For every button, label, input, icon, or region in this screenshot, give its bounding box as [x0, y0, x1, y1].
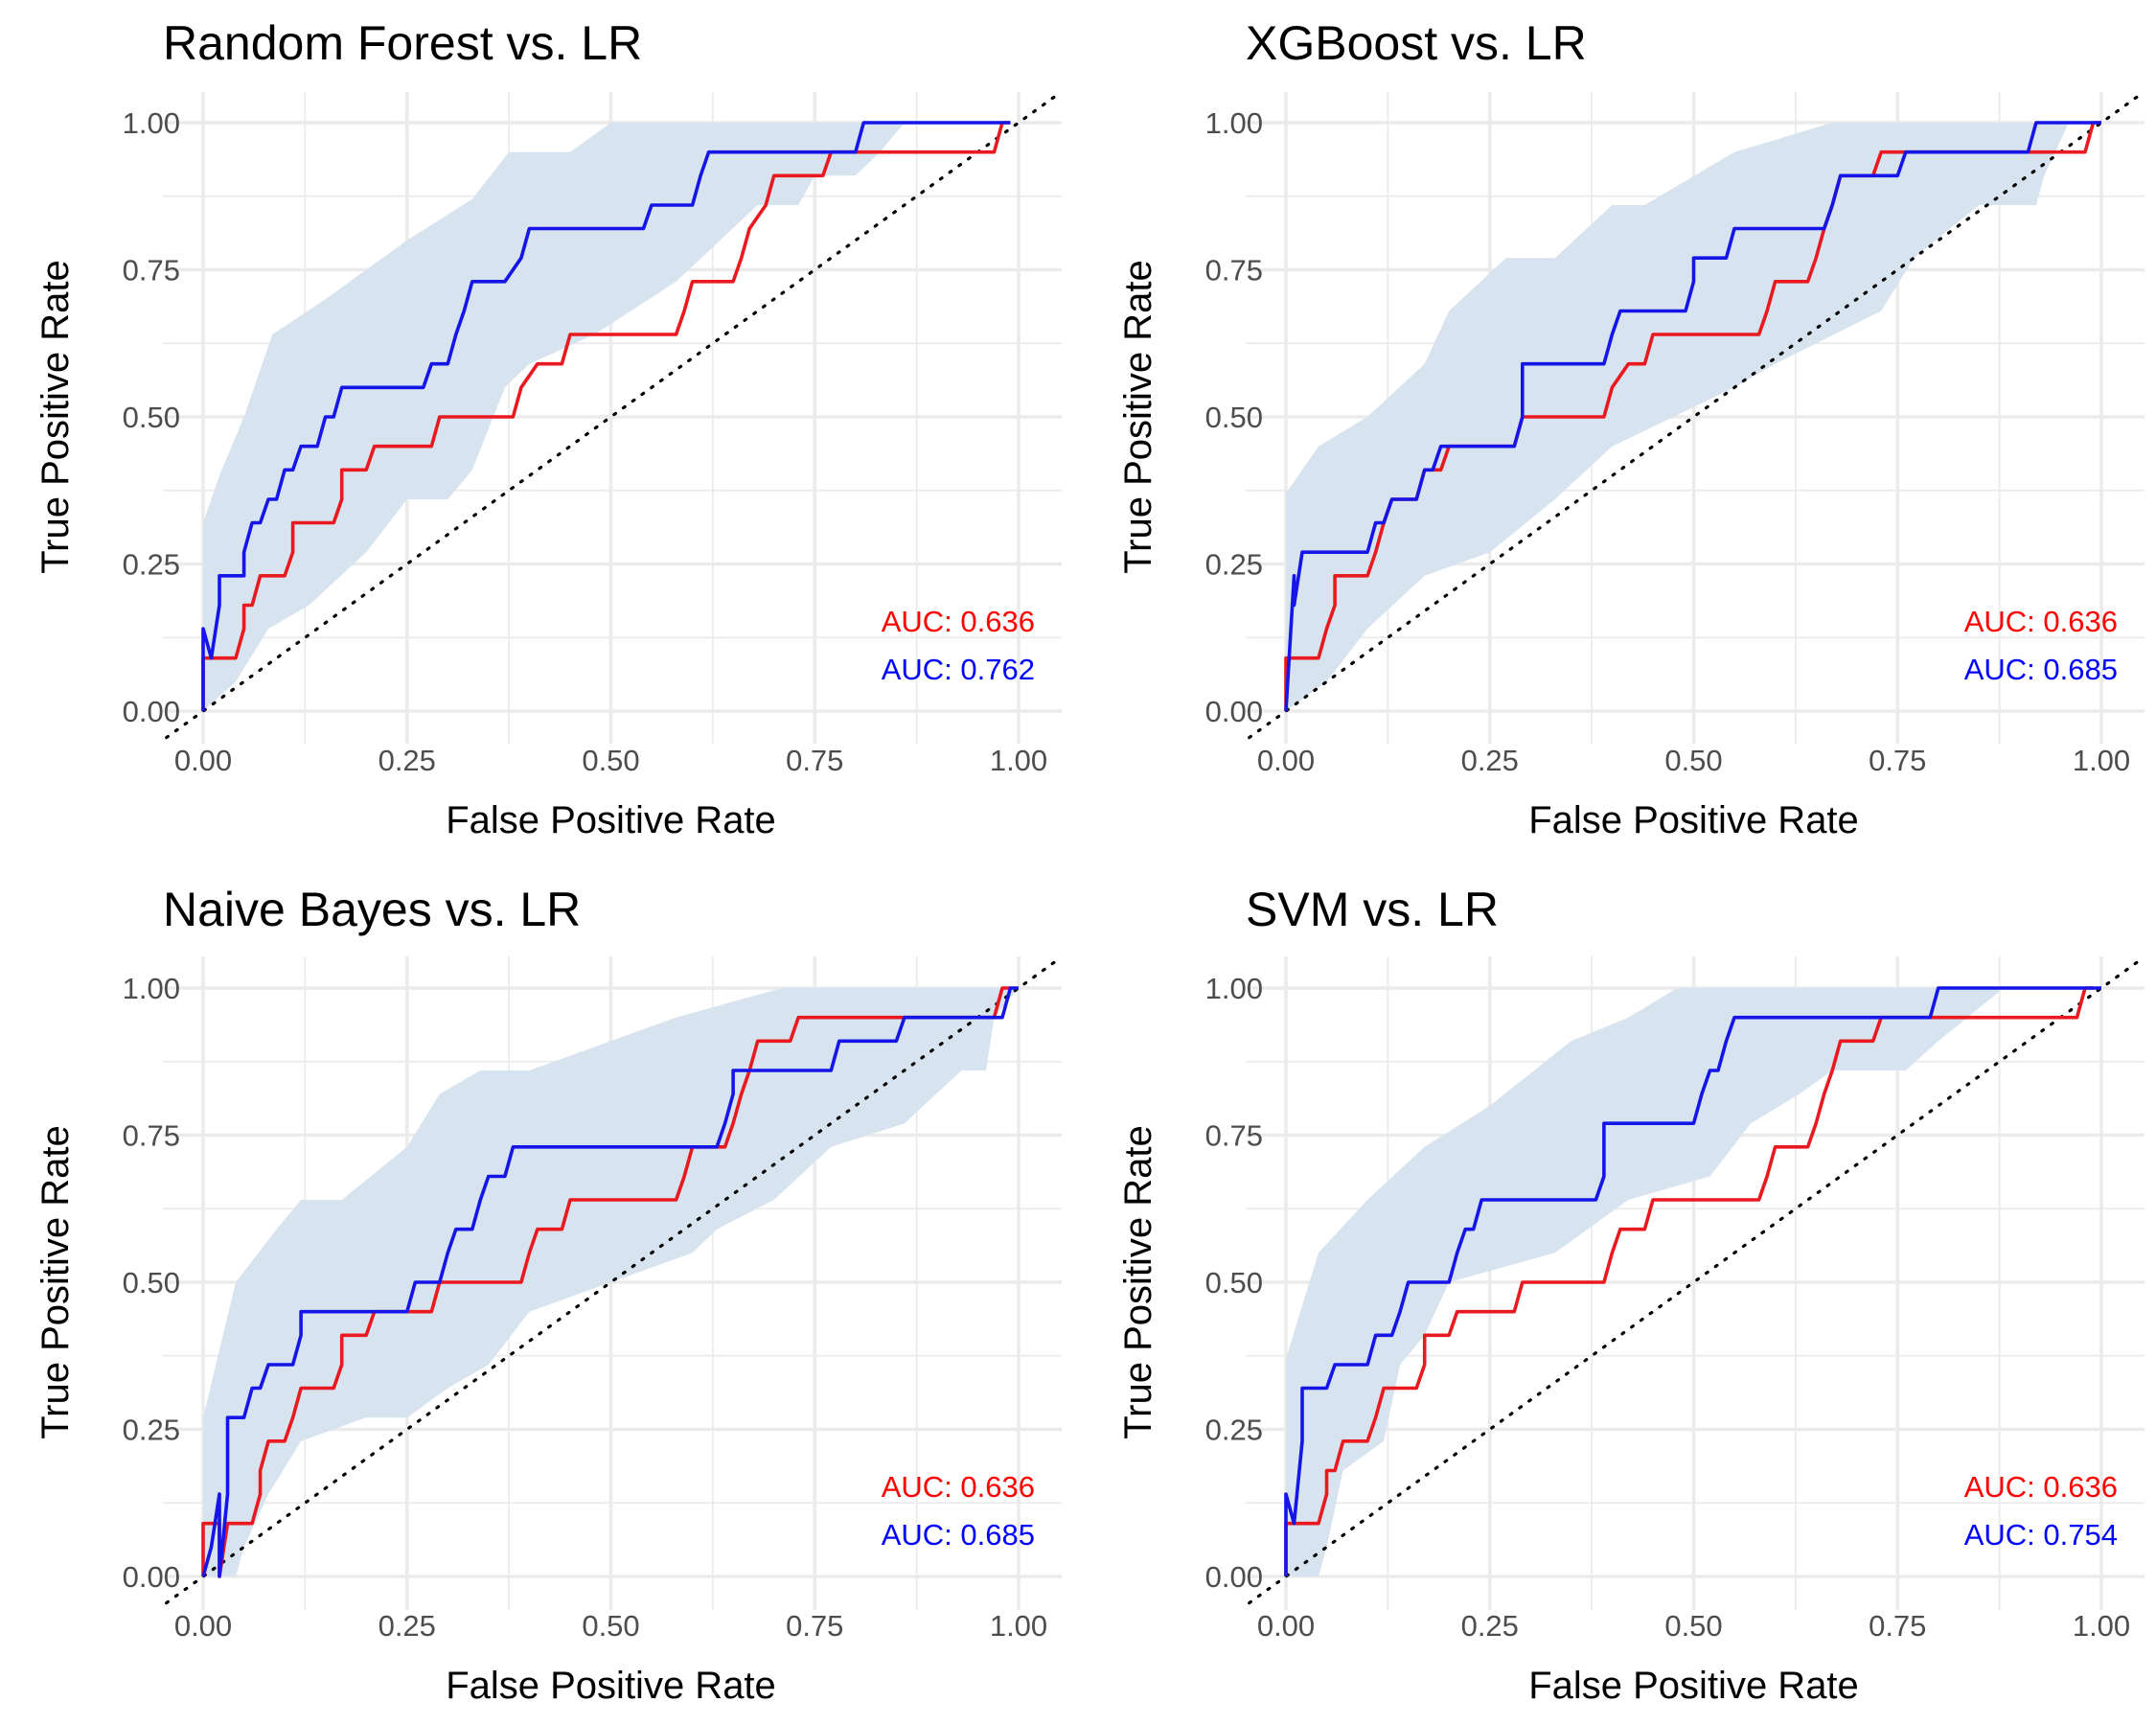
y-axis-title: True Positive Rate — [1117, 260, 1159, 574]
y-tick-label: 1.00 — [123, 106, 180, 140]
x-tick-label: 0.25 — [1461, 1609, 1519, 1643]
chart-title: SVM vs. LR — [1246, 883, 1499, 936]
y-tick-label: 0.50 — [1205, 401, 1263, 434]
y-tick-label: 0.00 — [1205, 1560, 1263, 1594]
chart-title: XGBoost vs. LR — [1246, 16, 1587, 70]
auc-label-lr: AUC: 0.636 — [1964, 1470, 2118, 1504]
chart-panel-1: Random Forest vs. LR 0.00 0.25 0.50 0.75 1.00… — [34, 16, 1062, 841]
auc-label-lr: AUC: 0.636 — [882, 1470, 1035, 1504]
x-tick-label: 1.00 — [990, 744, 1047, 777]
roc-curve-lr — [201, 121, 1011, 711]
x-axis-title: False Positive Rate — [1528, 1665, 1859, 1707]
x-tick-label: 0.00 — [174, 744, 232, 777]
y-tick-label: 0.25 — [123, 1414, 180, 1447]
y-axis-title: True Positive Rate — [34, 260, 77, 574]
roc-curve-model — [1284, 121, 2101, 712]
chance-diagonal-line — [1248, 94, 2140, 740]
x-tick-label: 0.00 — [174, 1609, 232, 1643]
x-tick-label: 0.00 — [1257, 744, 1315, 777]
chart-panel-4: SVM vs. LR 0.00 0.25 0.50 0.75 1.00 0.00 0.25 0.… — [1117, 883, 2145, 1707]
confidence-band — [203, 123, 905, 711]
x-tick-label: 0.50 — [1664, 744, 1722, 777]
auc-label-model: AUC: 0.685 — [1964, 653, 2118, 686]
y-tick-label: 0.75 — [123, 254, 180, 288]
confidence-band — [1286, 988, 2004, 1576]
auc-label-model: AUC: 0.754 — [1964, 1518, 2118, 1552]
confidence-band — [1286, 123, 2069, 711]
y-tick-label: 0.75 — [123, 1119, 180, 1153]
roc-curve-lr — [1284, 986, 2094, 1576]
x-tick-label: 1.00 — [2073, 1609, 2130, 1643]
auc-label-lr: AUC: 0.636 — [1964, 605, 2118, 638]
chart-title: Naive Bayes vs. LR — [163, 883, 581, 936]
y-tick-label: 0.00 — [123, 1560, 180, 1594]
x-tick-label: 0.75 — [1869, 744, 1926, 777]
chart-title: Random Forest vs. LR — [163, 16, 642, 70]
x-tick-label: 0.25 — [378, 744, 436, 777]
roc-curve-model — [1284, 986, 2101, 1576]
y-axis-title: True Positive Rate — [1117, 1125, 1159, 1439]
roc-curve-model — [201, 986, 1019, 1578]
x-tick-label: 1.00 — [2073, 744, 2130, 777]
x-axis-title: False Positive Rate — [446, 799, 776, 841]
auc-label-lr: AUC: 0.636 — [882, 605, 1035, 638]
x-tick-label: 0.25 — [1461, 744, 1519, 777]
x-tick-label: 0.75 — [786, 744, 843, 777]
x-tick-label: 0.50 — [582, 1609, 639, 1643]
y-tick-label: 0.50 — [123, 1266, 180, 1300]
y-tick-label: 0.50 — [1205, 1266, 1263, 1300]
y-axis-title: True Positive Rate — [34, 1125, 77, 1439]
y-tick-label: 0.00 — [1205, 695, 1263, 728]
chart-panel-3: Naive Bayes vs. LR 0.00 0.25 0.50 0.75 1.00 0.… — [34, 883, 1062, 1707]
y-tick-label: 0.75 — [1205, 1119, 1263, 1153]
y-tick-label: 0.25 — [1205, 548, 1263, 582]
chance-diagonal-line — [1248, 959, 2140, 1605]
x-axis-title: False Positive Rate — [1528, 799, 1859, 841]
confidence-band — [203, 988, 1019, 1576]
chart-panel-2: XGBoost vs. LR 0.00 0.25 0.50 0.75 1.00 0.00 0.… — [1117, 16, 2145, 841]
roc-curve-model — [201, 121, 1011, 711]
y-tick-label: 0.00 — [123, 695, 180, 728]
y-tick-label: 1.00 — [1205, 106, 1263, 140]
x-tick-label: 0.25 — [378, 1609, 436, 1643]
x-tick-label: 0.75 — [786, 1609, 843, 1643]
x-tick-label: 0.50 — [582, 744, 639, 777]
x-axis-title: False Positive Rate — [446, 1665, 776, 1707]
y-tick-label: 1.00 — [1205, 972, 1263, 1005]
x-tick-label: 0.50 — [1664, 1609, 1722, 1643]
y-tick-label: 0.75 — [1205, 254, 1263, 288]
auc-label-model: AUC: 0.762 — [882, 653, 1035, 686]
auc-label-model: AUC: 0.685 — [882, 1518, 1035, 1552]
x-tick-label: 0.00 — [1257, 1609, 1315, 1643]
y-tick-label: 1.00 — [123, 972, 180, 1005]
x-tick-label: 1.00 — [990, 1609, 1047, 1643]
y-tick-label: 0.50 — [123, 401, 180, 434]
y-tick-label: 0.25 — [1205, 1414, 1263, 1447]
x-tick-label: 0.75 — [1869, 1609, 1926, 1643]
chance-diagonal-line — [165, 94, 1057, 740]
chance-diagonal-line — [165, 959, 1057, 1605]
y-tick-label: 0.25 — [123, 548, 180, 582]
